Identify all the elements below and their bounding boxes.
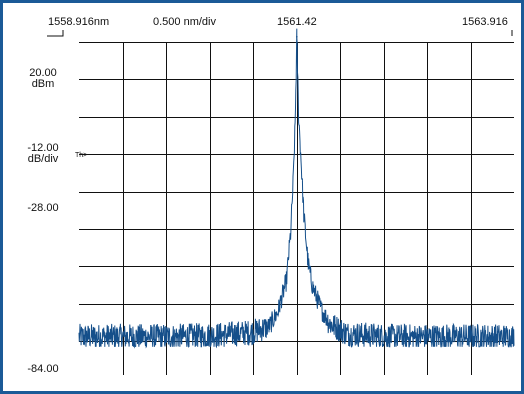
spectrum-trace — [78, 28, 515, 349]
reference-level-label: 20.00 dBm — [22, 68, 64, 90]
scale-label: -12.00 dB/div — [22, 143, 64, 165]
scale-value: -12.00 — [27, 142, 59, 154]
scale-per-division-label: 0.500 nm/div — [153, 16, 216, 28]
bottom-level-label: -84.00 — [22, 364, 64, 375]
stop-wavelength-label: 1563.916 — [462, 16, 508, 28]
threshold-marker: Th> — [75, 152, 88, 159]
threshold-level-value: -28.00 — [27, 202, 59, 214]
threshold-level-label: -28.00 — [22, 203, 64, 214]
plot-grid — [79, 42, 514, 375]
center-wavelength-label: 1561.42 — [277, 16, 317, 28]
trace-layer — [78, 28, 515, 349]
peak-point — [296, 36, 298, 38]
start-wavelength-label: 1558.916nm — [48, 16, 110, 28]
bottom-level-value: -84.00 — [27, 363, 59, 375]
scale-unit: dB/div — [27, 153, 59, 165]
start-bracket-mark — [47, 30, 64, 37]
reference-level-unit: dBm — [31, 78, 55, 90]
reference-level-value: 20.00 — [29, 67, 57, 79]
